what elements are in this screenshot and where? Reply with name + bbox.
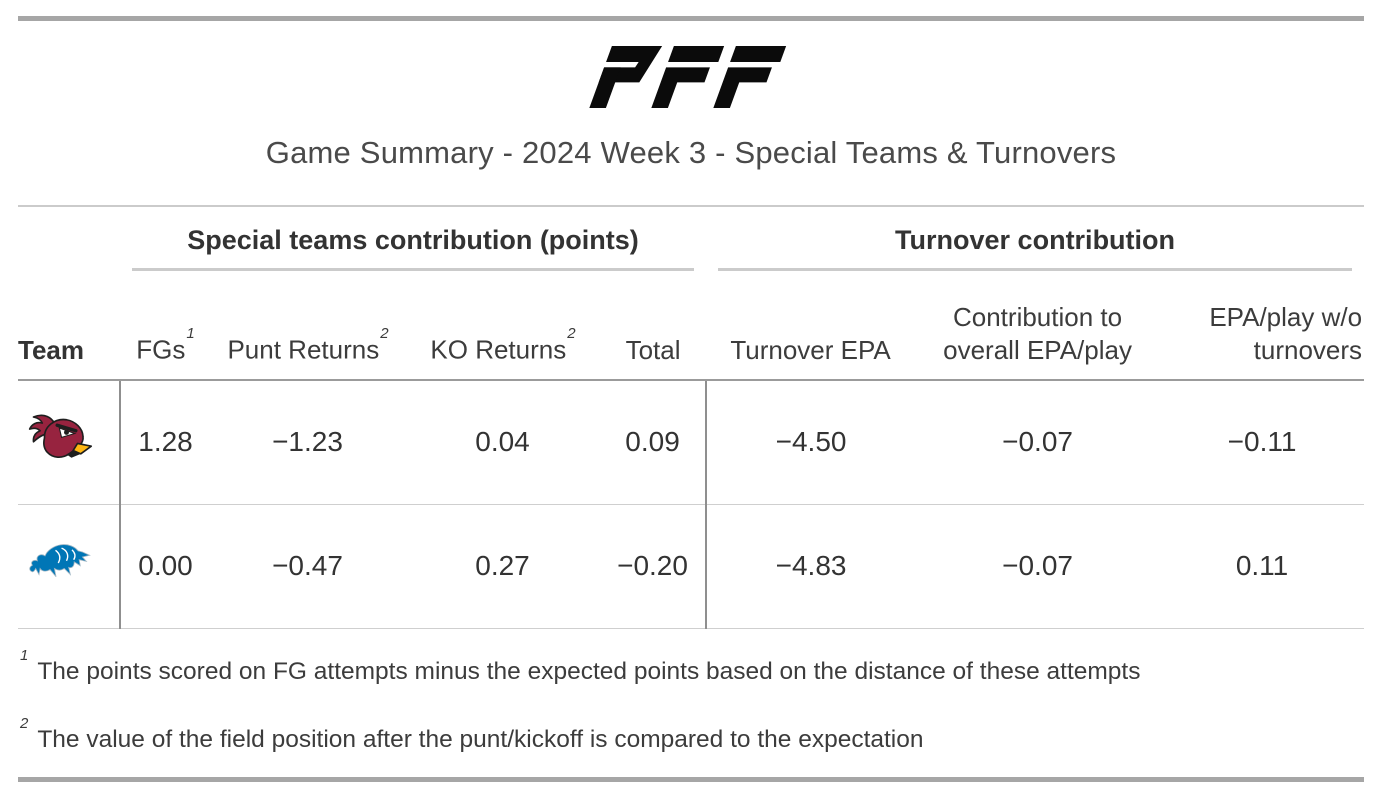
column-label-line1: Contribution to	[952, 302, 1123, 332]
pff-logo-icon	[589, 46, 787, 108]
header	[18, 45, 1364, 109]
group-header-spacer	[18, 207, 120, 271]
cell-epa-wo-turnovers: 0.11	[1160, 504, 1365, 629]
cell-ko-returns: 0.27	[405, 504, 600, 629]
column-header-epa-wo-turnovers: EPA/play w/o turnovers	[1160, 271, 1365, 381]
group-header-turnover: Turnover contribution	[706, 207, 1364, 271]
group-header-row: Special teams contribution (points) Turn…	[18, 207, 1364, 271]
footnote-ref: 1	[186, 325, 195, 343]
footnote-ref: 2	[380, 325, 389, 343]
column-header-ko-returns: KO Returns2	[405, 271, 600, 381]
cell-fgs: 0.00	[119, 504, 210, 629]
cell-epa-wo-turnovers: −0.11	[1160, 380, 1365, 505]
detroit-lions-logo-icon	[28, 543, 91, 577]
column-header-fgs: FGs1	[120, 271, 210, 381]
bottom-divider	[18, 776, 1364, 782]
cell-turnover-epa: −4.83	[705, 504, 916, 629]
table-row-lions: 0.00 −0.47 0.27 −0.20 −4.83 −0.07 0.11	[18, 504, 1365, 629]
summary-table: Special teams contribution (points) Turn…	[18, 207, 1365, 629]
footnote-text: The points scored on FG attempts minus t…	[37, 657, 1141, 685]
cell-fgs: 1.28	[119, 380, 210, 505]
team-cell	[18, 504, 120, 629]
cell-punt-returns: −1.23	[210, 380, 405, 505]
group-header-special-teams: Special teams contribution (points)	[120, 207, 706, 271]
column-header-punt-returns: Punt Returns2	[210, 271, 405, 381]
column-header-team: Team	[18, 271, 120, 381]
column-label: KO Returns	[430, 335, 567, 365]
group-label: Special teams contribution (points)	[187, 225, 639, 255]
column-label-line2: overall EPA/play	[943, 335, 1132, 365]
column-header-turnover-epa: Turnover EPA	[706, 271, 916, 381]
top-divider	[18, 16, 1364, 21]
column-label: Punt Returns	[227, 335, 380, 365]
footnote-marker: 1	[20, 646, 29, 664]
arizona-cardinals-logo-icon	[28, 414, 92, 458]
page-title: Game Summary - 2024 Week 3 - Special Tea…	[265, 135, 1117, 170]
column-header-contribution: Contribution to overall EPA/play	[915, 271, 1161, 381]
footnote-marker: 2	[20, 714, 29, 732]
cell-total: 0.09	[600, 380, 707, 505]
footnote-2: 2 The value of the field position after t…	[18, 713, 1364, 761]
cell-punt-returns: −0.47	[210, 504, 405, 629]
title-divider	[18, 205, 1364, 207]
cell-contribution-overall: −0.07	[915, 504, 1161, 629]
footnote-ref: 2	[567, 325, 576, 343]
footnote-text: The value of the field position after th…	[37, 725, 924, 753]
table-row-cardinals: 1.28 −1.23 0.04 0.09 −4.50 −0.07 −0.11	[18, 380, 1365, 505]
column-label-line2: turnovers	[1253, 335, 1363, 365]
footnote-1: 1 The points scored on FG attempts minus …	[18, 645, 1364, 693]
column-label-line1: EPA/play w/o	[1209, 302, 1363, 332]
column-header-row: Team FGs1 Punt Returns2 KO Returns2 Tota…	[18, 271, 1365, 381]
report-page: Game Summary - 2024 Week 3 - Special Tea…	[0, 16, 1382, 788]
column-label: FGs	[136, 335, 186, 365]
team-cell	[18, 380, 120, 505]
cell-ko-returns: 0.04	[405, 380, 600, 505]
cell-turnover-epa: −4.50	[705, 380, 916, 505]
group-label: Turnover contribution	[895, 225, 1176, 255]
cell-contribution-overall: −0.07	[915, 380, 1161, 505]
cell-total: −0.20	[600, 504, 707, 629]
column-header-total: Total	[600, 271, 707, 381]
